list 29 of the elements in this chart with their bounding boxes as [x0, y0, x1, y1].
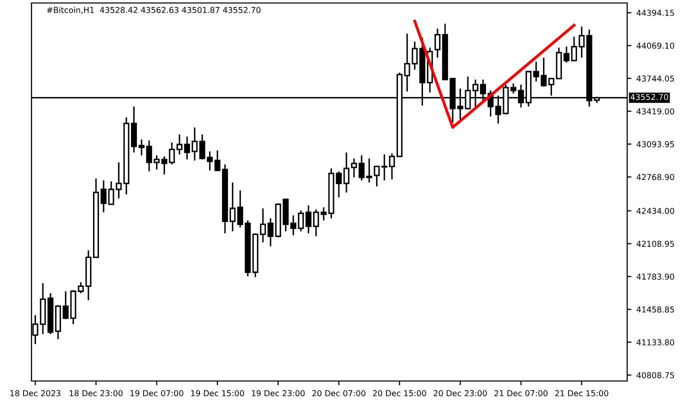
candlestick [374, 166, 380, 188]
y-tick-label: 41458.85 [636, 306, 674, 313]
ref-line-label: 43552.70 [630, 94, 668, 100]
x-tick-label: 18 Dec 23:00 [70, 390, 123, 396]
x-tick-label: 20 Dec 07:00 [312, 390, 366, 396]
x-tick-label: 19 Dec 23:00 [252, 390, 305, 396]
x-tick-label: 21 Dec 15:00 [555, 390, 608, 396]
candlestick [540, 56, 547, 88]
candlestick [412, 40, 418, 70]
y-tick-label: 43093.95 [636, 141, 674, 148]
y-tick-label: 41783.90 [636, 274, 674, 280]
y-tick-label: 43419.00 [636, 108, 674, 114]
y-tick-label: 40808.75 [636, 372, 674, 378]
x-tick-label: 20 Dec 15:00 [373, 390, 426, 396]
y-tick-label: 42434.00 [636, 208, 674, 214]
y-tick-label: 42108.95 [636, 240, 674, 247]
candlestick [199, 134, 206, 160]
x-tick-label: 19 Dec 15:00 [191, 390, 244, 396]
candlestick [116, 162, 122, 200]
x-tick-label: 19 Dec 07:00 [130, 390, 184, 396]
x-tick-label: 21 Dec 07:00 [494, 390, 548, 396]
y-tick-label: 44069.10 [636, 42, 674, 49]
chart-title: #Bitcoin,H1 43528.42 43562.63 43501.87 43552.70 [47, 6, 261, 14]
y-tick-label: 43744.05 [636, 75, 674, 82]
y-tick-label: 44394.15 [636, 10, 674, 16]
y-tick-label: 42768.90 [636, 174, 674, 180]
x-tick-label: 20 Dec 23:00 [434, 390, 487, 396]
x-tick-label: 18 Dec 2023 [10, 390, 60, 396]
y-tick-label: 41133.80 [636, 339, 674, 346]
